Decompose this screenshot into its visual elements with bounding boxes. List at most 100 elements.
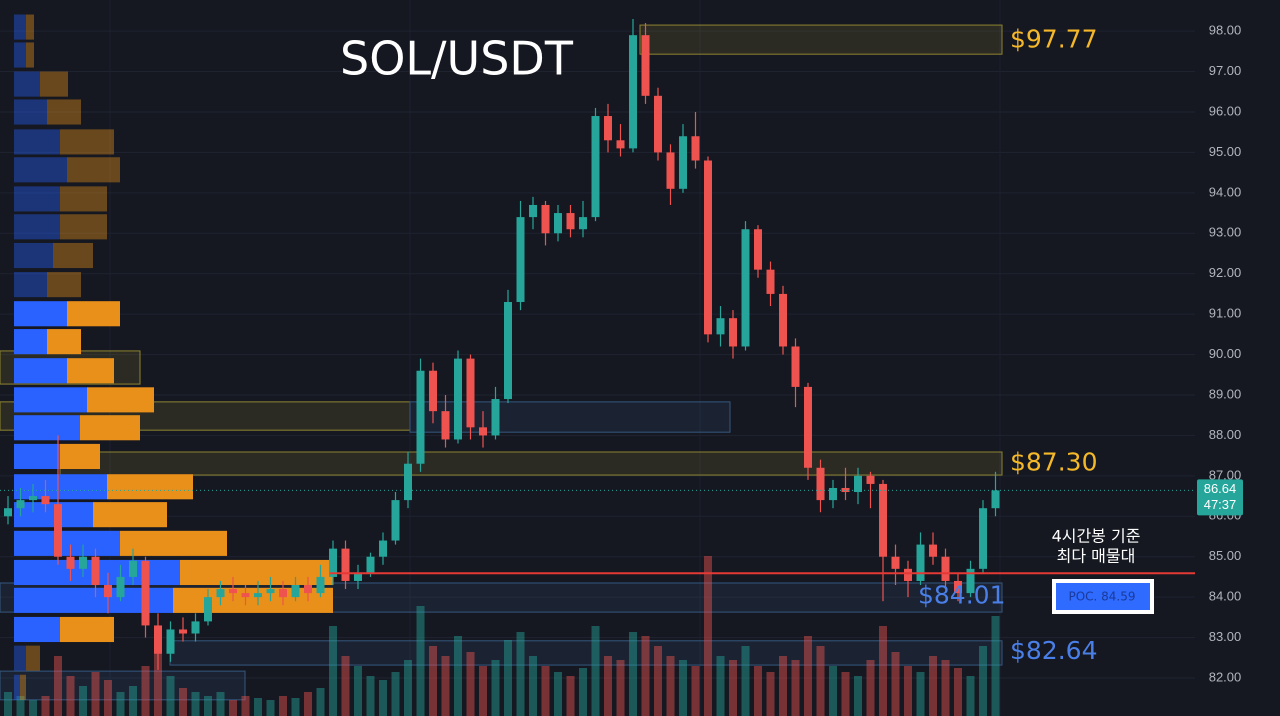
profile-sell xyxy=(120,530,227,556)
profile-buy xyxy=(14,443,60,469)
volume-bar xyxy=(29,700,37,716)
candle-body xyxy=(741,229,750,347)
candle-body xyxy=(379,540,387,557)
profile-buy xyxy=(14,301,67,327)
candle-body xyxy=(916,544,925,581)
candle-body xyxy=(816,467,825,501)
volume-bar xyxy=(441,656,450,716)
profile-buy xyxy=(14,129,60,155)
candle-body xyxy=(66,556,75,569)
profile-sell xyxy=(60,186,107,212)
volume-bar xyxy=(416,606,425,716)
volume-bar xyxy=(454,636,462,716)
volume-bar xyxy=(604,656,612,716)
candle-body xyxy=(16,500,25,509)
volume-bar xyxy=(929,656,937,716)
zone xyxy=(409,401,731,433)
candle-body xyxy=(479,427,487,436)
zone xyxy=(59,451,1003,476)
candle-body xyxy=(629,35,637,149)
y-tick-label: 93.00 xyxy=(1209,225,1242,240)
profile-buy xyxy=(14,329,47,355)
y-tick-label: 92.00 xyxy=(1209,265,1242,280)
volume-bar xyxy=(866,660,875,716)
volume-bar xyxy=(841,672,850,716)
profile-buy xyxy=(14,42,26,68)
profile-sell xyxy=(107,474,193,500)
candle-body xyxy=(179,629,187,634)
volume-bar xyxy=(116,692,125,716)
candle-body xyxy=(254,593,262,598)
candle-body xyxy=(129,560,137,577)
y-tick-label: 96.00 xyxy=(1209,103,1242,118)
volume-bar xyxy=(766,672,775,716)
candle-body xyxy=(654,95,662,153)
candle-body xyxy=(841,487,850,493)
candle-body xyxy=(954,580,962,594)
candle-body xyxy=(454,358,462,440)
y-tick-label: 91.00 xyxy=(1209,306,1242,321)
volume-bar xyxy=(4,692,12,716)
volume-bar xyxy=(954,668,962,716)
volume-bar xyxy=(91,672,100,716)
y-tick-label: 89.00 xyxy=(1209,386,1242,401)
volume-bar xyxy=(304,692,312,716)
profile-sell xyxy=(47,329,81,355)
profile-sell xyxy=(93,502,167,528)
volume-bar xyxy=(279,696,287,716)
volume-bar xyxy=(916,672,925,716)
volume-bar xyxy=(79,686,87,716)
profile-buy xyxy=(14,272,47,298)
candle-body xyxy=(529,204,537,218)
candle-body xyxy=(754,229,762,270)
profile-sell xyxy=(60,214,107,240)
candle-body xyxy=(904,568,912,581)
candle-body xyxy=(579,217,587,230)
candle-body xyxy=(316,576,325,594)
volume-bar xyxy=(566,676,575,716)
profile-sell xyxy=(26,14,34,40)
candle-body xyxy=(716,318,725,335)
profile-buy xyxy=(14,616,60,643)
candle-body xyxy=(691,136,700,161)
profile-buy xyxy=(14,99,47,125)
candle-body xyxy=(879,483,887,557)
price-label: $82.64 xyxy=(1010,636,1097,665)
volume-bar xyxy=(216,692,225,716)
candle-body xyxy=(966,568,975,594)
profile-sell xyxy=(67,157,120,183)
candle-body xyxy=(729,318,737,347)
current-price-box xyxy=(1197,479,1243,516)
price-axis: 82.0083.0084.0085.0086.0087.0088.0089.00… xyxy=(1195,0,1280,716)
candle-body xyxy=(441,411,450,440)
candle-body xyxy=(504,302,512,400)
profile-buy xyxy=(14,645,26,671)
volume-bar xyxy=(166,676,175,716)
volume-bar xyxy=(779,656,787,716)
candle-body xyxy=(941,556,950,581)
candle-body xyxy=(766,269,775,294)
candle-body xyxy=(216,589,225,598)
candle-body xyxy=(329,548,337,577)
volume-bar xyxy=(854,676,862,716)
volume-bar xyxy=(804,636,812,716)
candle-body xyxy=(91,556,100,586)
profile-buy xyxy=(14,186,60,212)
volume-bar xyxy=(479,666,487,716)
profile-buy xyxy=(14,502,93,528)
candle-body xyxy=(191,621,200,634)
volume-bar xyxy=(316,688,325,716)
current-price-label: 86.64 xyxy=(1204,481,1237,496)
candle-body xyxy=(341,548,350,581)
candle-body xyxy=(604,116,612,141)
zone xyxy=(169,640,1003,666)
volume-bar xyxy=(504,640,512,716)
volume-bar xyxy=(541,666,550,716)
candle-body xyxy=(854,475,862,493)
profile-sell xyxy=(67,301,120,327)
volume-bar xyxy=(679,660,687,716)
candle-body xyxy=(416,370,425,464)
volume-bar xyxy=(66,676,75,716)
price-label: $87.30 xyxy=(1010,448,1097,477)
candle-body xyxy=(166,629,175,654)
